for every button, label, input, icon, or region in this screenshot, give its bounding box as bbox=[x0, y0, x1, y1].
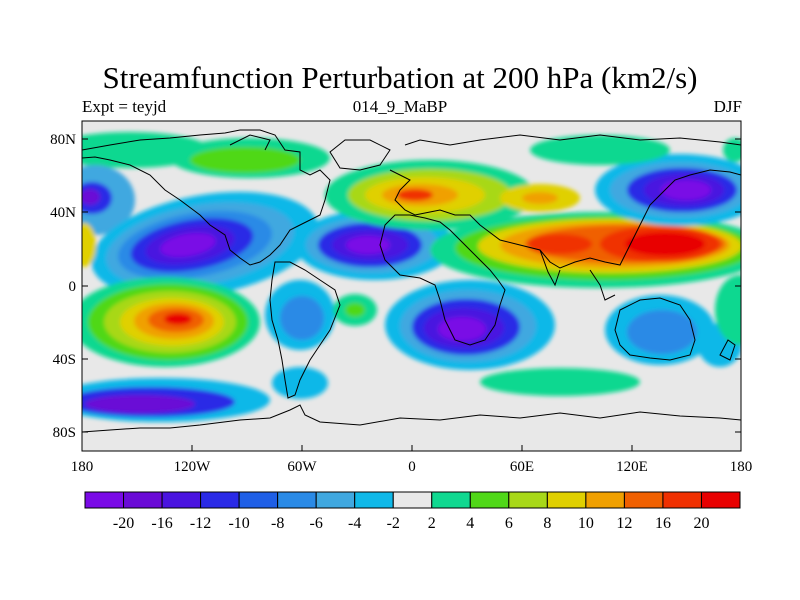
lat-label-eq: 0 bbox=[69, 279, 77, 295]
colorbar-label: -4 bbox=[348, 515, 361, 532]
colorbar-swatch bbox=[469, 491, 510, 509]
lon-label-120e: 120E bbox=[616, 459, 648, 475]
colorbar-label: 4 bbox=[466, 515, 474, 532]
season-label: DJF bbox=[713, 97, 742, 116]
contour-field bbox=[82, 132, 741, 422]
lon-label-60e: 60E bbox=[510, 459, 534, 475]
colorbar-label: 8 bbox=[543, 515, 551, 532]
colorbar-label: 2 bbox=[428, 515, 436, 532]
lon-label-180w: 180 bbox=[71, 459, 94, 475]
colorbar-swatch bbox=[354, 491, 394, 509]
colorbar-label: -2 bbox=[387, 515, 400, 532]
colorbar-swatch bbox=[84, 491, 125, 509]
colorbar-swatch bbox=[546, 491, 587, 509]
run-label: 014_9_MaBP bbox=[352, 97, 448, 116]
lon-label-60w: 60W bbox=[287, 459, 317, 475]
lat-tick-marks bbox=[82, 138, 741, 433]
colorbar-label: -10 bbox=[228, 515, 249, 532]
colorbar-swatch bbox=[508, 491, 548, 509]
colorbar-swatch bbox=[277, 491, 317, 509]
lat-label-80s: 80S bbox=[53, 425, 76, 441]
lon-label-180e: 180 bbox=[730, 459, 753, 475]
colorbar-labels: -20 -16 -12 -10 -8 -6 -4 -2 2 4 6 8 10 12 16 20 bbox=[113, 515, 710, 532]
lat-tick-labels: 80N 40N 0 40S 80S bbox=[50, 132, 76, 441]
colorbar-label: -12 bbox=[190, 515, 211, 532]
colorbar-swatch bbox=[315, 491, 356, 509]
colorbar-swatch bbox=[431, 491, 471, 509]
colorbar-label: -20 bbox=[113, 515, 134, 532]
colorbar-label: -6 bbox=[310, 515, 323, 532]
colorbar-swatch bbox=[585, 491, 625, 509]
colorbar-swatch bbox=[700, 491, 741, 509]
lat-label-80n: 80N bbox=[50, 132, 76, 148]
lat-label-40s: 40S bbox=[53, 352, 76, 368]
colorbar-label: -16 bbox=[151, 515, 172, 532]
colorbar-label: 16 bbox=[655, 515, 671, 532]
colorbar-swatch bbox=[662, 491, 702, 509]
colorbar-label: 20 bbox=[693, 515, 709, 532]
lat-label-40n: 40N bbox=[50, 205, 76, 221]
colorbar-label: -8 bbox=[271, 515, 284, 532]
colorbar-swatch bbox=[161, 491, 202, 509]
colorbar-swatch bbox=[200, 491, 240, 509]
experiment-label: Expt = teyjd bbox=[82, 97, 167, 116]
coastlines bbox=[82, 129, 741, 433]
colorbar-swatch bbox=[123, 491, 163, 509]
lon-label-120w: 120W bbox=[174, 459, 212, 475]
map-title: Streamfunction Perturbation at 200 hPa (… bbox=[102, 60, 698, 95]
colorbar-label: 6 bbox=[505, 515, 513, 532]
lon-tick-labels: 180 120W 60W 0 60E 120E 180 bbox=[71, 459, 753, 475]
colorbar-swatch bbox=[392, 491, 433, 509]
lon-label-0: 0 bbox=[408, 459, 416, 475]
colorbar-swatch bbox=[623, 491, 664, 509]
colorbar-swatch bbox=[238, 491, 279, 509]
lon-tick-marks bbox=[81, 445, 742, 451]
colorbar-label: 12 bbox=[616, 515, 632, 532]
colorbar bbox=[84, 491, 741, 509]
colorbar-label: 10 bbox=[578, 515, 594, 532]
